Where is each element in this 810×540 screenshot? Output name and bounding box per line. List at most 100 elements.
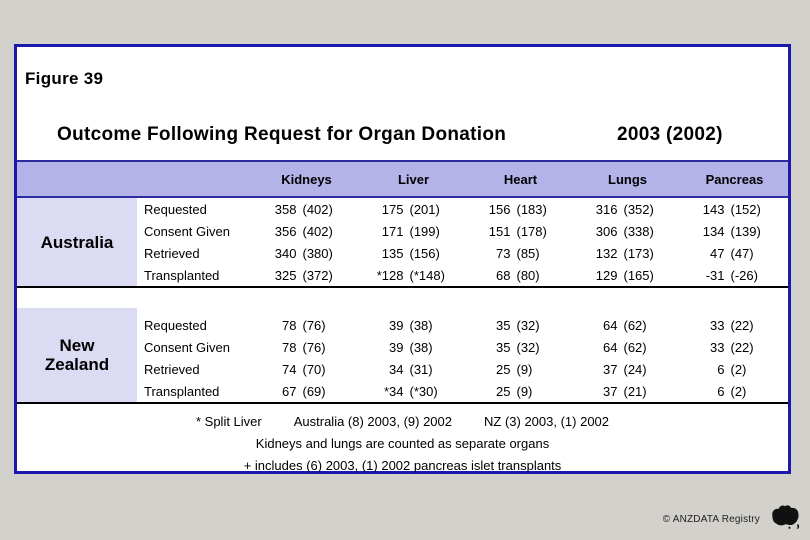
- cell-value-2002: (47): [730, 245, 754, 261]
- cell-value-2003: 129: [595, 267, 618, 283]
- table-cell: 64 (62): [574, 318, 681, 333]
- table-cell: 175 (201): [360, 202, 467, 217]
- row-label: Transplanted: [144, 383, 220, 399]
- footnote-kidneys-lungs: Kidneys and lungs are counted as separat…: [255, 436, 550, 451]
- anzdata-australia-map-icon: [767, 502, 801, 532]
- group-new-zealand: New Zealand Requested 78 (76) 39 (38) 35 (32) 6…: [17, 308, 788, 404]
- cell-value-2002: (32): [516, 317, 540, 333]
- table-row: Requested 358 (402) 175 (201) 156 (183) 316 (352…: [137, 198, 788, 220]
- figure-label: Figure 39: [25, 69, 104, 88]
- table-row: Retrieved 340 (380) 135 (156) 73 (85) 132 (173) 4…: [137, 242, 788, 264]
- cell-value-2003: 39: [389, 339, 404, 355]
- cell-value-2003: *34: [383, 383, 404, 399]
- column-header-kidneys: Kidneys: [281, 171, 332, 187]
- cell-value-2003: 306: [595, 223, 618, 239]
- table-cell: 78 (76): [253, 340, 360, 355]
- group-australia: Australia Requested 358 (402) 175 (201) 156 (1…: [17, 198, 788, 288]
- table-row: Requested 78 (76) 39 (38) 35 (32) 64 (62) 33 (22): [137, 314, 788, 336]
- cell-value-2002: (139): [730, 223, 761, 239]
- copyright-text: © ANZDATA Registry: [662, 514, 760, 525]
- table-cell: 78 (76): [253, 318, 360, 333]
- footnote-pancreas-islet: + includes (6) 2003, (1) 2002 pancreas i…: [243, 458, 562, 473]
- footnotes: * Split Liver Australia (8) 2003, (9) 20…: [17, 404, 788, 477]
- cell-value-2003: 64: [603, 317, 618, 333]
- cell-value-2003: 25: [496, 383, 511, 399]
- slide: Figure 39 Outcome Following Request for …: [14, 44, 791, 474]
- cell-value-2002: (32): [516, 339, 540, 355]
- cell-value-2002: (38): [409, 339, 433, 355]
- cell-value-2002: (38): [409, 317, 433, 333]
- table-cell: 37 (24): [574, 362, 681, 377]
- table-cell: 39 (38): [360, 318, 467, 333]
- cell-value-2003: 134: [702, 223, 725, 239]
- row-label: Requested: [144, 317, 207, 333]
- table-cell: 129 (165): [574, 268, 681, 283]
- table-cell: 74 (70): [253, 362, 360, 377]
- cell-value-2002: (69): [302, 383, 326, 399]
- cell-value-2003: 6: [717, 383, 725, 399]
- table-cell: 73 (85): [467, 246, 574, 261]
- column-header-liver: Liver: [397, 171, 430, 187]
- cell-value-2003: 37: [603, 361, 618, 377]
- cell-value-2003: 340: [274, 245, 297, 261]
- cell-value-2003: 25: [496, 361, 511, 377]
- cell-value-2002: (70): [302, 361, 326, 377]
- table-cell: 358 (402): [253, 202, 360, 217]
- footnote-split-liver: * Split Liver Australia (8) 2003, (9) 20…: [195, 414, 610, 429]
- cell-value-2002: (178): [516, 223, 547, 239]
- table-cell: *128 (*148): [360, 268, 467, 283]
- table-cell: 151 (178): [467, 224, 574, 239]
- cell-value-2003: 358: [274, 201, 297, 217]
- cell-value-2002: (24): [623, 361, 647, 377]
- cell-value-2002: (31): [409, 361, 433, 377]
- cell-value-2002: (9): [516, 361, 533, 377]
- cell-value-2002: (76): [302, 339, 326, 355]
- table-cell: 134 (139): [681, 224, 788, 239]
- column-header-heart: Heart: [503, 171, 538, 187]
- cell-value-2002: (22): [730, 317, 754, 333]
- table-cell: 47 (47): [681, 246, 788, 261]
- cell-value-2003: 34: [389, 361, 404, 377]
- table-cell: 33 (22): [681, 318, 788, 333]
- cell-value-2002: (372): [302, 267, 333, 283]
- cell-value-2003: 356: [274, 223, 297, 239]
- row-label: Requested: [144, 201, 207, 217]
- table-cell: 68 (80): [467, 268, 574, 283]
- cell-value-2003: 156: [488, 201, 511, 217]
- cell-value-2002: (22): [730, 339, 754, 355]
- cell-value-2002: (62): [623, 317, 647, 333]
- table-cell: 135 (156): [360, 246, 467, 261]
- row-label: Consent Given: [144, 339, 230, 355]
- group-rows-new-zealand: Requested 78 (76) 39 (38) 35 (32) 64 (62) 33 (22) C…: [137, 308, 788, 402]
- cell-value-2002: (62): [623, 339, 647, 355]
- cell-value-2002: (85): [516, 245, 540, 261]
- table-cell: 35 (32): [467, 318, 574, 333]
- table-cell: 316 (352): [574, 202, 681, 217]
- table-cell: 64 (62): [574, 340, 681, 355]
- cell-value-2003: 175: [381, 201, 404, 217]
- table-row: Consent Given 78 (76) 39 (38) 35 (32) 64 (62) 33 (…: [137, 336, 788, 358]
- cell-value-2002: (173): [623, 245, 654, 261]
- table-row: Transplanted 325 (372) *128 (*148) 68 (80) 129 (…: [137, 264, 788, 286]
- cell-value-2002: (156): [409, 245, 440, 261]
- table-cell: -31 (-26): [681, 268, 788, 283]
- cell-value-2003: 171: [381, 223, 404, 239]
- row-label: Retrieved: [144, 361, 200, 377]
- table-cell: 340 (380): [253, 246, 360, 261]
- cell-value-2002: (380): [302, 245, 333, 261]
- table-cell: 356 (402): [253, 224, 360, 239]
- cell-value-2003: 35: [496, 317, 511, 333]
- table-cell: 6 (2): [681, 362, 788, 377]
- cell-value-2003: 33: [710, 317, 725, 333]
- table-cell: 34 (31): [360, 362, 467, 377]
- column-header-pancreas: Pancreas: [705, 171, 764, 187]
- group-rows-australia: Requested 358 (402) 175 (201) 156 (183) 316 (352…: [137, 198, 788, 286]
- cell-value-2003: 68: [496, 267, 511, 283]
- table-body: Australia Requested 358 (402) 175 (201) 156 (1…: [17, 198, 788, 477]
- cell-value-2002: (2): [730, 383, 747, 399]
- table-row: Consent Given 356 (402) 171 (199) 151 (178) 306…: [137, 220, 788, 242]
- cell-value-2003: 151: [488, 223, 511, 239]
- cell-value-2002: (80): [516, 267, 540, 283]
- cell-value-2002: (*148): [409, 267, 445, 283]
